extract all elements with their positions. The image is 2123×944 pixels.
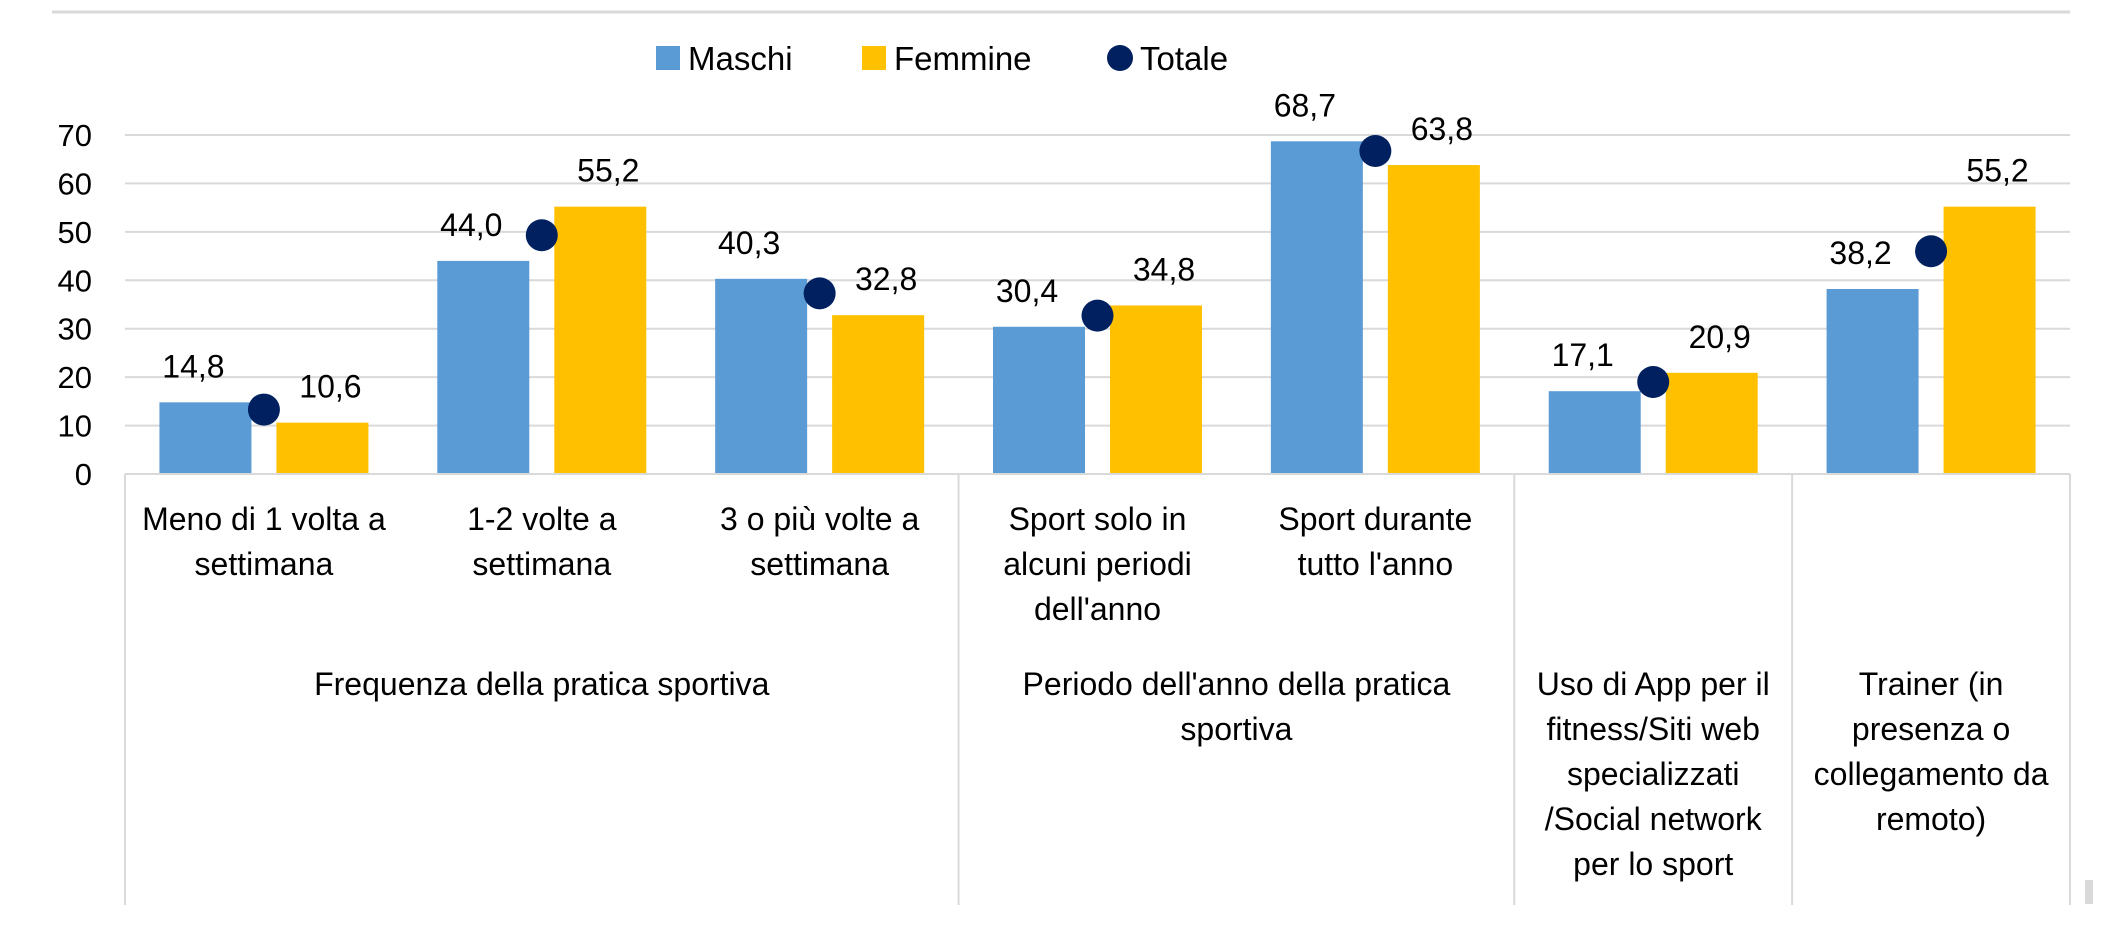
bars: [159, 141, 2036, 475]
group-label-3-line-1: presenza o: [1852, 711, 2010, 747]
bar-maschi-3: [993, 326, 1085, 474]
group-label-1-line-0: Periodo dell'anno della pratica: [1023, 666, 1451, 702]
category-label-4: Sport durante tutto l'anno: [1278, 501, 1472, 582]
group-label-3-line-0: Trainer (in: [1859, 666, 2004, 702]
category-label-3-line-2: dell'anno: [1034, 591, 1161, 627]
marker-totale-3: [1081, 299, 1114, 332]
group-label-2-line-1: fitness/Siti web: [1547, 711, 1760, 747]
category-label-3: Sport solo in alcuni periodi dell'anno: [1003, 501, 1192, 627]
bar-maschi-1: [437, 260, 530, 474]
legend-swatch-femmine: [862, 46, 886, 70]
group-label-2-line-2: specializzati: [1567, 756, 1740, 792]
y-tick-label-30: 30: [58, 312, 92, 347]
data-label-maschi-0: 14,8: [162, 348, 224, 384]
group-label-3-line-2: collegamento da: [1814, 756, 2049, 792]
data-label-femmine-4: 63,8: [1411, 111, 1473, 147]
total-markers: [247, 134, 1948, 426]
category-label-4-line-0: Sport durante: [1278, 501, 1472, 537]
group-label-0-line-0: Frequenza della pratica sportiva: [314, 666, 770, 702]
bar-femmine-1: [554, 206, 647, 474]
marker-totale-5: [1637, 365, 1670, 398]
group-label-1: Periodo dell'anno della pratica sportiva: [1023, 666, 1451, 747]
legend-swatch-totale: [1107, 45, 1133, 71]
category-label-2: 3 o più volte a settimana: [720, 501, 919, 582]
y-tick-label-40: 40: [58, 263, 92, 298]
group-label-2-line-0: Uso di App per il: [1537, 666, 1770, 702]
category-label-3-line-1: alcuni periodi: [1003, 546, 1192, 582]
marker-totale-2: [803, 277, 836, 310]
data-label-maschi-6: 38,2: [1829, 235, 1891, 271]
bar-femmine-2: [832, 315, 925, 474]
y-tick-label-50: 50: [58, 215, 92, 250]
data-label-femmine-1: 55,2: [577, 153, 639, 189]
data-label-maschi-4: 68,7: [1274, 87, 1336, 123]
category-label-2-line-0: 3 o più volte a: [720, 501, 919, 537]
bar-maschi-6: [1826, 289, 1919, 474]
y-tick-label-60: 60: [58, 166, 92, 201]
group-label-1-line-1: sportiva: [1180, 711, 1292, 747]
data-label-femmine-3: 34,8: [1133, 251, 1195, 287]
group-label-3: Trainer (in presenza o collegamento da remo…: [1814, 666, 2049, 837]
bar-maschi-5: [1548, 391, 1641, 474]
legend: Maschi Femmine Totale: [656, 40, 1228, 77]
bar-maschi-0: [159, 402, 252, 474]
data-label-maschi-5: 17,1: [1552, 337, 1614, 373]
legend-label-maschi: Maschi: [688, 40, 793, 77]
data-label-femmine-5: 20,9: [1689, 319, 1751, 355]
category-label-2-line-1: settimana: [750, 546, 889, 582]
marker-totale-1: [525, 219, 558, 252]
y-tick-label-10: 10: [58, 409, 92, 444]
marker-totale-6: [1915, 235, 1948, 268]
data-labels: 14,8 44,0 40,3 30,4 68,7 17,1 38,2 10,6 55,2 32,8…: [162, 87, 2028, 404]
bar-femmine-6: [1943, 206, 2036, 474]
bar-femmine-3: [1110, 305, 1202, 474]
data-label-maschi-2: 40,3: [718, 225, 780, 261]
group-label-0: Frequenza della pratica sportiva: [314, 666, 770, 702]
data-label-femmine-0: 10,6: [299, 369, 361, 405]
y-tick-label-20: 20: [58, 360, 92, 395]
bar-femmine-4: [1387, 165, 1480, 475]
category-label-4-line-1: tutto l'anno: [1298, 546, 1454, 582]
category-label-3-line-0: Sport solo in: [1009, 501, 1187, 537]
category-label-0-line-0: Meno di 1 volta a: [142, 501, 386, 537]
legend-swatch-maschi: [656, 46, 680, 70]
y-tick-label-0: 0: [75, 457, 92, 492]
marker-totale-4: [1359, 134, 1392, 167]
marker-totale-0: [247, 393, 280, 426]
data-label-maschi-3: 30,4: [996, 273, 1058, 309]
bar-maschi-2: [715, 278, 808, 474]
data-label-femmine-6: 55,2: [1966, 153, 2028, 189]
bar-maschi-4: [1270, 141, 1363, 474]
bar-femmine-5: [1665, 372, 1758, 474]
data-label-maschi-1: 44,0: [440, 207, 502, 243]
category-label-1-line-1: settimana: [472, 546, 611, 582]
category-label-0: Meno di 1 volta a settimana: [142, 501, 386, 582]
data-label-femmine-2: 32,8: [855, 261, 917, 297]
bar-femmine-0: [276, 422, 369, 474]
category-label-0-line-1: settimana: [195, 546, 334, 582]
resize-handle: [2085, 880, 2093, 904]
category-label-1-line-0: 1-2 volte a: [467, 501, 617, 537]
group-label-2-line-3: /Social network: [1545, 801, 1763, 837]
legend-label-totale: Totale: [1140, 40, 1228, 77]
y-tick-label-70: 70: [58, 118, 92, 153]
category-label-1: 1-2 volte a settimana: [467, 501, 617, 582]
group-label-3-line-3: remoto): [1876, 801, 1986, 837]
x-axis: Meno di 1 volta a settimana 1-2 volte a set…: [124, 473, 2071, 905]
group-label-2-line-4: per lo sport: [1573, 846, 1733, 882]
y-axis-ticks: 0 10 20 30 40 50 60 70: [58, 118, 92, 492]
group-label-2: Uso di App per il fitness/Siti web special…: [1537, 666, 1770, 882]
legend-label-femmine: Femmine: [894, 40, 1032, 77]
